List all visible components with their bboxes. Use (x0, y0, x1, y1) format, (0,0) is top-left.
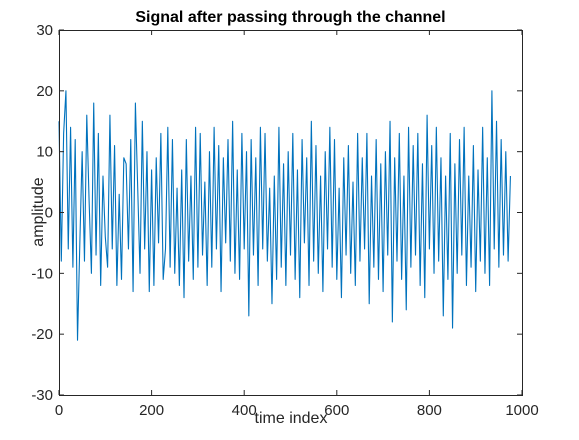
x-tick-label: 200 (139, 402, 164, 419)
data-marks (58, 90, 511, 341)
x-ticks: 0 200 400 600 800 1000 (55, 30, 539, 419)
y-axis-label: amplitude (30, 177, 47, 246)
x-axis-label: time index (255, 410, 328, 427)
x-tick-label: 1000 (505, 402, 538, 419)
y-tick-label: 0 (45, 205, 53, 222)
y-ticks: -30 -20 -10 0 10 20 30 (31, 22, 522, 404)
x-tick-label: 400 (232, 402, 257, 419)
y-tick-label: -30 (31, 387, 53, 404)
y-tick-label: 20 (36, 83, 53, 100)
x-tick-label: 800 (417, 402, 442, 419)
x-tick-label: 600 (324, 402, 349, 419)
chart-title: Signal after passing through the channel (135, 9, 445, 26)
series-line (58, 90, 511, 341)
x-tick-label: 0 (55, 402, 63, 419)
y-tick-label: -20 (31, 326, 53, 343)
plot-area (59, 30, 522, 395)
y-tick-label: 30 (36, 22, 53, 39)
y-tick-label: 10 (36, 144, 53, 161)
y-tick-label: -10 (31, 265, 53, 282)
